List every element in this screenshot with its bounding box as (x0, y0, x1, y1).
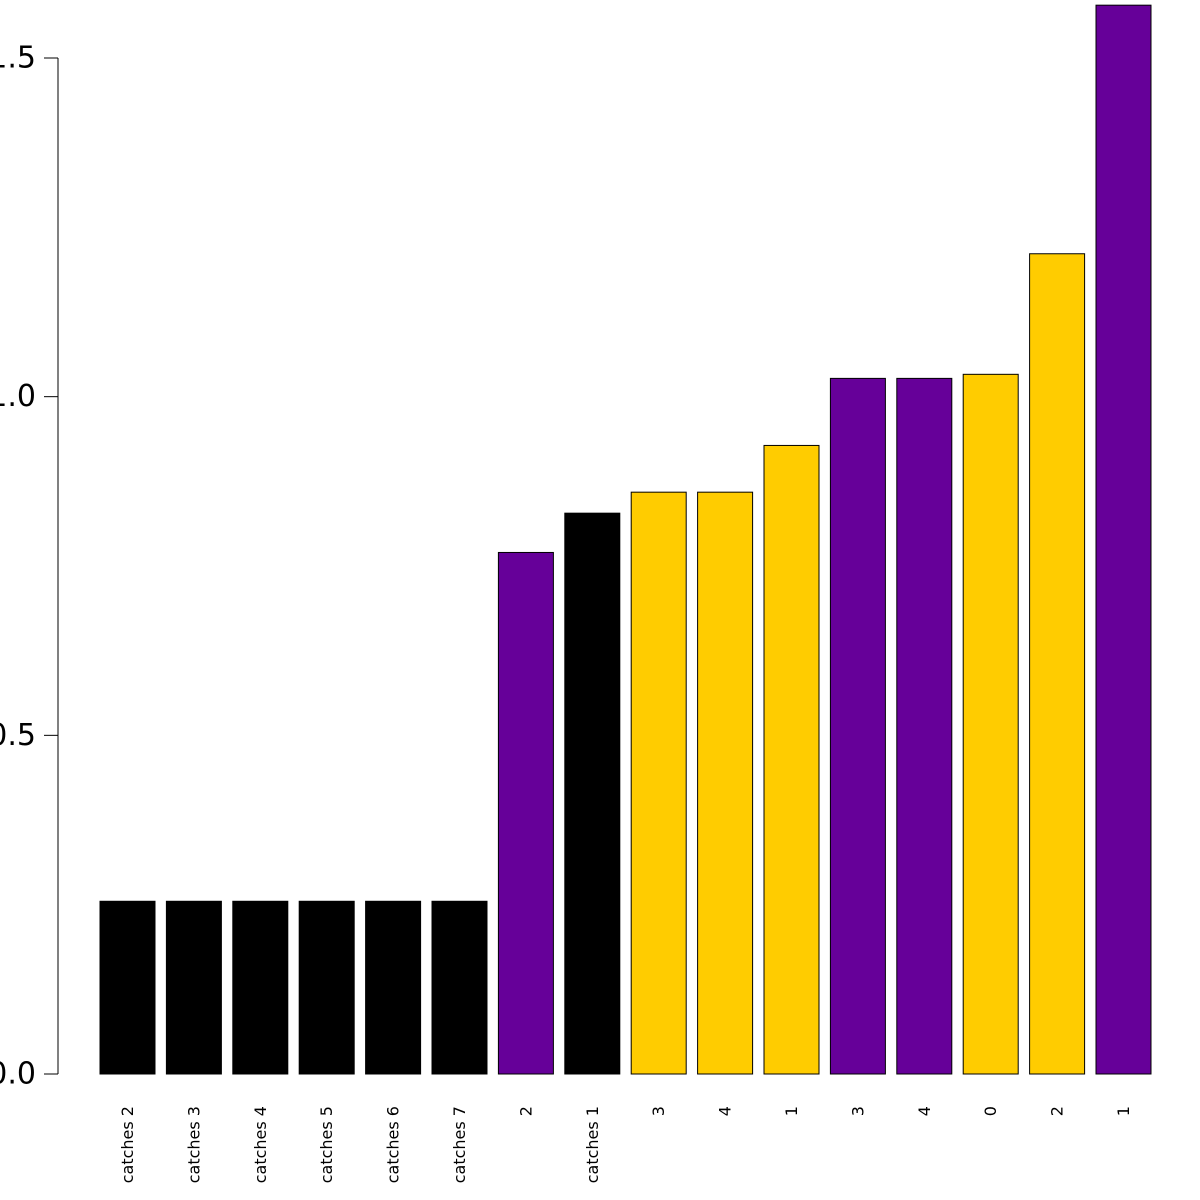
bar (298, 900, 355, 1075)
bar (564, 512, 621, 1075)
x-axis-tick-label: catches 6 (384, 1106, 403, 1183)
x-axis-tick-label: catches 5 (317, 1106, 336, 1183)
bars (99, 4, 1152, 1075)
bar (630, 491, 687, 1075)
bar (697, 491, 754, 1075)
y-axis-tick-label: 0.0 (0, 1057, 36, 1092)
bar (829, 377, 886, 1075)
x-axis-tick-label: 3 (649, 1106, 668, 1116)
bar (165, 900, 222, 1075)
x-axis-tick-label: 2 (1048, 1106, 1067, 1116)
x-axis-tick-label: 4 (716, 1106, 735, 1116)
x-axis-tick-label: catches 1 (583, 1106, 602, 1183)
x-axis-tick-label: catches 7 (450, 1106, 469, 1183)
bar (497, 551, 554, 1075)
x-axis-tick-label: 4 (915, 1106, 934, 1116)
x-axis-tick-label: 1 (782, 1106, 801, 1116)
y-axis-tick-label: 1.0 (0, 379, 36, 414)
x-axis-tick-label: catches 3 (184, 1106, 203, 1183)
x-axis-tick-label: 1 (1114, 1106, 1133, 1116)
bar (99, 900, 156, 1075)
bar (962, 373, 1019, 1075)
x-axis-tick-label: 2 (516, 1106, 535, 1116)
y-axis-tick-label: 0.5 (0, 718, 36, 753)
bar (232, 900, 289, 1075)
bar (1095, 4, 1152, 1075)
bar (431, 900, 488, 1075)
x-axis-tick-label: catches 2 (118, 1106, 137, 1183)
x-axis-labels: catches 2 catches 3 catches 4 catches 5 catc… (118, 1106, 1133, 1183)
bar (896, 377, 953, 1075)
bar (1029, 253, 1086, 1075)
bar (763, 444, 820, 1075)
x-axis-tick-label: catches 4 (251, 1106, 270, 1183)
bar (365, 900, 422, 1075)
x-axis-tick-label: 0 (981, 1106, 1000, 1116)
x-axis-tick-label: 3 (848, 1106, 867, 1116)
y-axis: 0.0 0.5 1.0 1.5 (0, 41, 59, 1092)
y-axis-tick-label: 1.5 (0, 41, 36, 76)
